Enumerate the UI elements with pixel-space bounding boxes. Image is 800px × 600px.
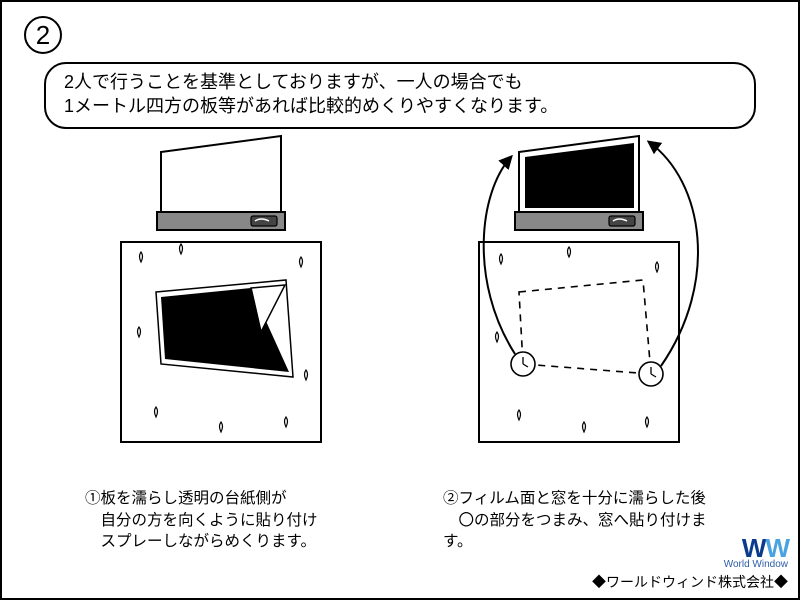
panel-right: ②フィルム面と窓を十分に濡らした後 〇の部分をつまみ、窓へ貼り付けます。 [419, 132, 739, 553]
panel-left-caption: ①板を濡らし透明の台紙側が 自分の方を向くように貼り付け スプレーしながらめくり… [61, 488, 381, 553]
logo-icon: WW [592, 535, 788, 561]
panel-right-illustration [419, 132, 739, 482]
footer: WW World Window ◆ワールドウィンド株式会社◆ [592, 535, 788, 592]
tip-line-2: 1メートル四方の板等があれば比較的めくりやすくなります。 [64, 94, 736, 118]
step-number: 2 [36, 20, 50, 51]
panel-left: ①板を濡らし透明の台紙側が 自分の方を向くように貼り付け スプレーしながらめくり… [61, 132, 381, 553]
company-name: ◆ワールドウィンド株式会社◆ [592, 572, 788, 592]
step-number-badge: 2 [24, 16, 62, 54]
panel-left-illustration [61, 132, 381, 482]
tip-line-1: 2人で行うことを基準としておりますが、一人の場合でも [64, 70, 736, 94]
tip-callout: 2人で行うことを基準としておりますが、一人の場合でも 1メートル四方の板等があれ… [44, 62, 756, 129]
logo-text: World Window [592, 559, 788, 570]
